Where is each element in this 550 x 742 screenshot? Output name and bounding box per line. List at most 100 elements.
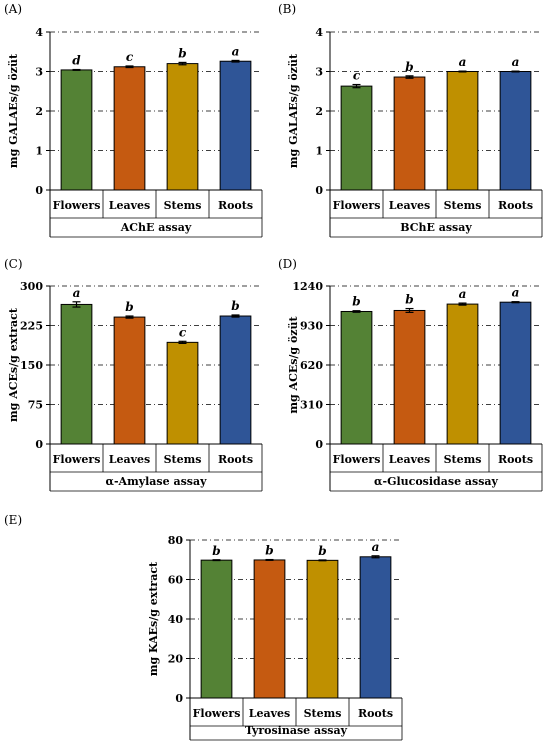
y-tick-label: 0 [315, 438, 323, 451]
bar-flowers [340, 85, 373, 191]
y-tick-label: 310 [300, 399, 323, 412]
significance-label: c [179, 325, 187, 339]
significance-label: a [459, 55, 467, 69]
category-label: Stems [444, 199, 482, 212]
y-tick-label: 20 [168, 653, 184, 666]
y-tick-label: 2 [315, 105, 323, 118]
y-tick-label: 0 [35, 184, 43, 197]
bar-roots [359, 556, 392, 699]
significance-label: b [212, 544, 220, 558]
y-tick-label: 300 [20, 280, 43, 293]
y-tick-label: 930 [300, 320, 323, 333]
y-tick-label: 0 [175, 692, 183, 705]
y-axis-label: mg GALAEs/g özüt [287, 53, 300, 168]
y-axis-label: mg ACEs/g özüt [287, 315, 300, 413]
significance-label: b [125, 300, 133, 314]
significance-label: b [178, 46, 186, 60]
y-tick-label: 60 [168, 574, 184, 587]
panel-letter: (D) [278, 257, 297, 271]
significance-label: a [73, 286, 81, 300]
significance-label: c [126, 50, 134, 64]
panel-letter: (E) [4, 513, 22, 527]
category-label: Stems [164, 199, 202, 212]
significance-label: a [459, 287, 467, 301]
x-axis-label: BChE assay [400, 221, 472, 234]
category-label: Leaves [389, 199, 430, 212]
panel-e: (E) 0 20 40 60 80 b Flowers b Leaves b Stems a Roots T… [4, 513, 403, 741]
category-label: Flowers [53, 453, 101, 466]
category-label: Flowers [193, 707, 241, 720]
y-axis-label: mg ACEs/g extract [7, 307, 20, 422]
y-tick-label: 225 [20, 320, 43, 333]
y-tick-label: 150 [20, 359, 43, 372]
panel-letter: (B) [278, 2, 296, 16]
panel-d: (D) 0 310 620 930 1240 b Flowers b Leaves a Stems a R… [278, 257, 543, 492]
category-label: Leaves [389, 453, 430, 466]
bar-flowers [60, 303, 93, 445]
bar-stems [166, 63, 199, 191]
bar-leaves [113, 316, 146, 445]
bar-leaves [253, 559, 286, 699]
panel-letter: (A) [4, 2, 22, 16]
y-tick-label: 0 [315, 184, 323, 197]
bar-leaves [113, 66, 146, 191]
category-label: Stems [304, 707, 342, 720]
bar-flowers [60, 69, 93, 191]
category-label: Flowers [333, 453, 381, 466]
bar-stems [306, 559, 339, 699]
y-tick-label: 3 [315, 66, 323, 79]
y-tick-label: 620 [300, 359, 323, 372]
y-tick-label: 75 [28, 399, 43, 412]
significance-label: b [352, 295, 360, 309]
bar-roots [499, 301, 532, 445]
bar-flowers [200, 559, 233, 699]
significance-label: a [512, 286, 520, 300]
category-label: Roots [218, 453, 253, 466]
bar-roots [219, 315, 252, 445]
category-label: Roots [358, 707, 393, 720]
panel-b: (B) 0 1 2 3 4 c Flowers b Leaves a Stems a Roots BChE … [278, 2, 543, 238]
significance-label: b [231, 299, 239, 313]
y-tick-label: 4 [315, 26, 323, 39]
x-axis-label: α-Glucosidase assay [374, 475, 498, 488]
bar-roots [219, 60, 252, 191]
category-label: Roots [498, 453, 533, 466]
significance-label: b [265, 544, 273, 558]
significance-label: b [405, 60, 413, 74]
bar-leaves [393, 76, 426, 191]
bar-stems [446, 303, 479, 445]
significance-label: a [372, 540, 380, 554]
significance-label: c [353, 69, 361, 83]
category-label: Roots [218, 199, 253, 212]
category-label: Roots [498, 199, 533, 212]
y-tick-label: 1 [315, 145, 323, 158]
y-tick-label: 1 [35, 145, 43, 158]
category-label: Leaves [109, 453, 150, 466]
category-label: Flowers [333, 199, 381, 212]
significance-label: b [318, 544, 326, 558]
panel-c: (C) 0 75 150 225 300 a Flowers b Leaves c Stems b Roo… [4, 257, 263, 492]
y-tick-label: 80 [168, 534, 184, 547]
x-axis-label: Tyrosinase assay [245, 724, 348, 737]
bar-roots [499, 71, 532, 191]
y-tick-label: 1240 [292, 280, 323, 293]
bar-flowers [340, 310, 373, 445]
x-axis-label: α-Amylase assay [106, 475, 208, 488]
category-label: Stems [164, 453, 202, 466]
panel-letter: (C) [4, 257, 23, 271]
category-label: Leaves [249, 707, 290, 720]
y-tick-label: 4 [35, 26, 43, 39]
x-axis-label: AChE assay [120, 221, 192, 234]
y-axis-label: mg KAEs/g extract [147, 561, 160, 676]
category-label: Flowers [53, 199, 101, 212]
y-axis-label: mg GALAEs/g özüt [7, 53, 20, 168]
bar-stems [446, 71, 479, 191]
y-tick-label: 0 [35, 438, 43, 451]
significance-label: b [405, 293, 413, 307]
y-tick-label: 40 [168, 613, 184, 626]
significance-label: a [232, 44, 240, 58]
bar-leaves [393, 309, 426, 445]
panel-a: (A) 0 1 2 3 4 d Flowers c Leaves b Stems a Roots AChE … [4, 2, 263, 238]
significance-label: d [72, 54, 81, 68]
